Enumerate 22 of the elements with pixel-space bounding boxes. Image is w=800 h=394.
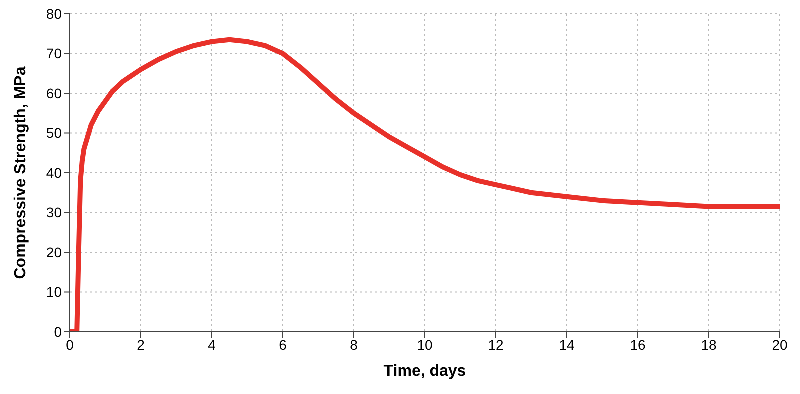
x-tick-label: 10 xyxy=(417,336,433,353)
y-tick-label: 40 xyxy=(46,164,62,181)
x-tick-label: 4 xyxy=(208,336,216,353)
x-tick-label: 14 xyxy=(559,336,575,353)
x-tick-label: 20 xyxy=(772,336,788,353)
x-tick-label: 6 xyxy=(279,336,288,353)
x-tick-label: 12 xyxy=(488,336,504,353)
y-axis-title: Compressive Strength, MPa xyxy=(12,66,30,280)
y-tick-label: 80 xyxy=(46,6,62,22)
y-tick-label: 70 xyxy=(46,46,62,62)
x-axis-title: Time, days xyxy=(384,363,466,380)
x-tick-label: 8 xyxy=(350,336,358,353)
x-tick-label: 18 xyxy=(701,336,717,353)
x-tick-label: 0 xyxy=(66,336,74,353)
y-tick-label: 30 xyxy=(46,204,62,221)
y-tick-label: 20 xyxy=(46,244,62,260)
x-tick-label: 2 xyxy=(137,336,146,353)
x-tick-label: 16 xyxy=(630,336,646,353)
y-tick-label: 60 xyxy=(46,85,62,102)
y-tick-label: 0 xyxy=(54,324,62,340)
y-tick-label: 10 xyxy=(46,284,62,300)
y-tick-label: 50 xyxy=(46,125,62,142)
